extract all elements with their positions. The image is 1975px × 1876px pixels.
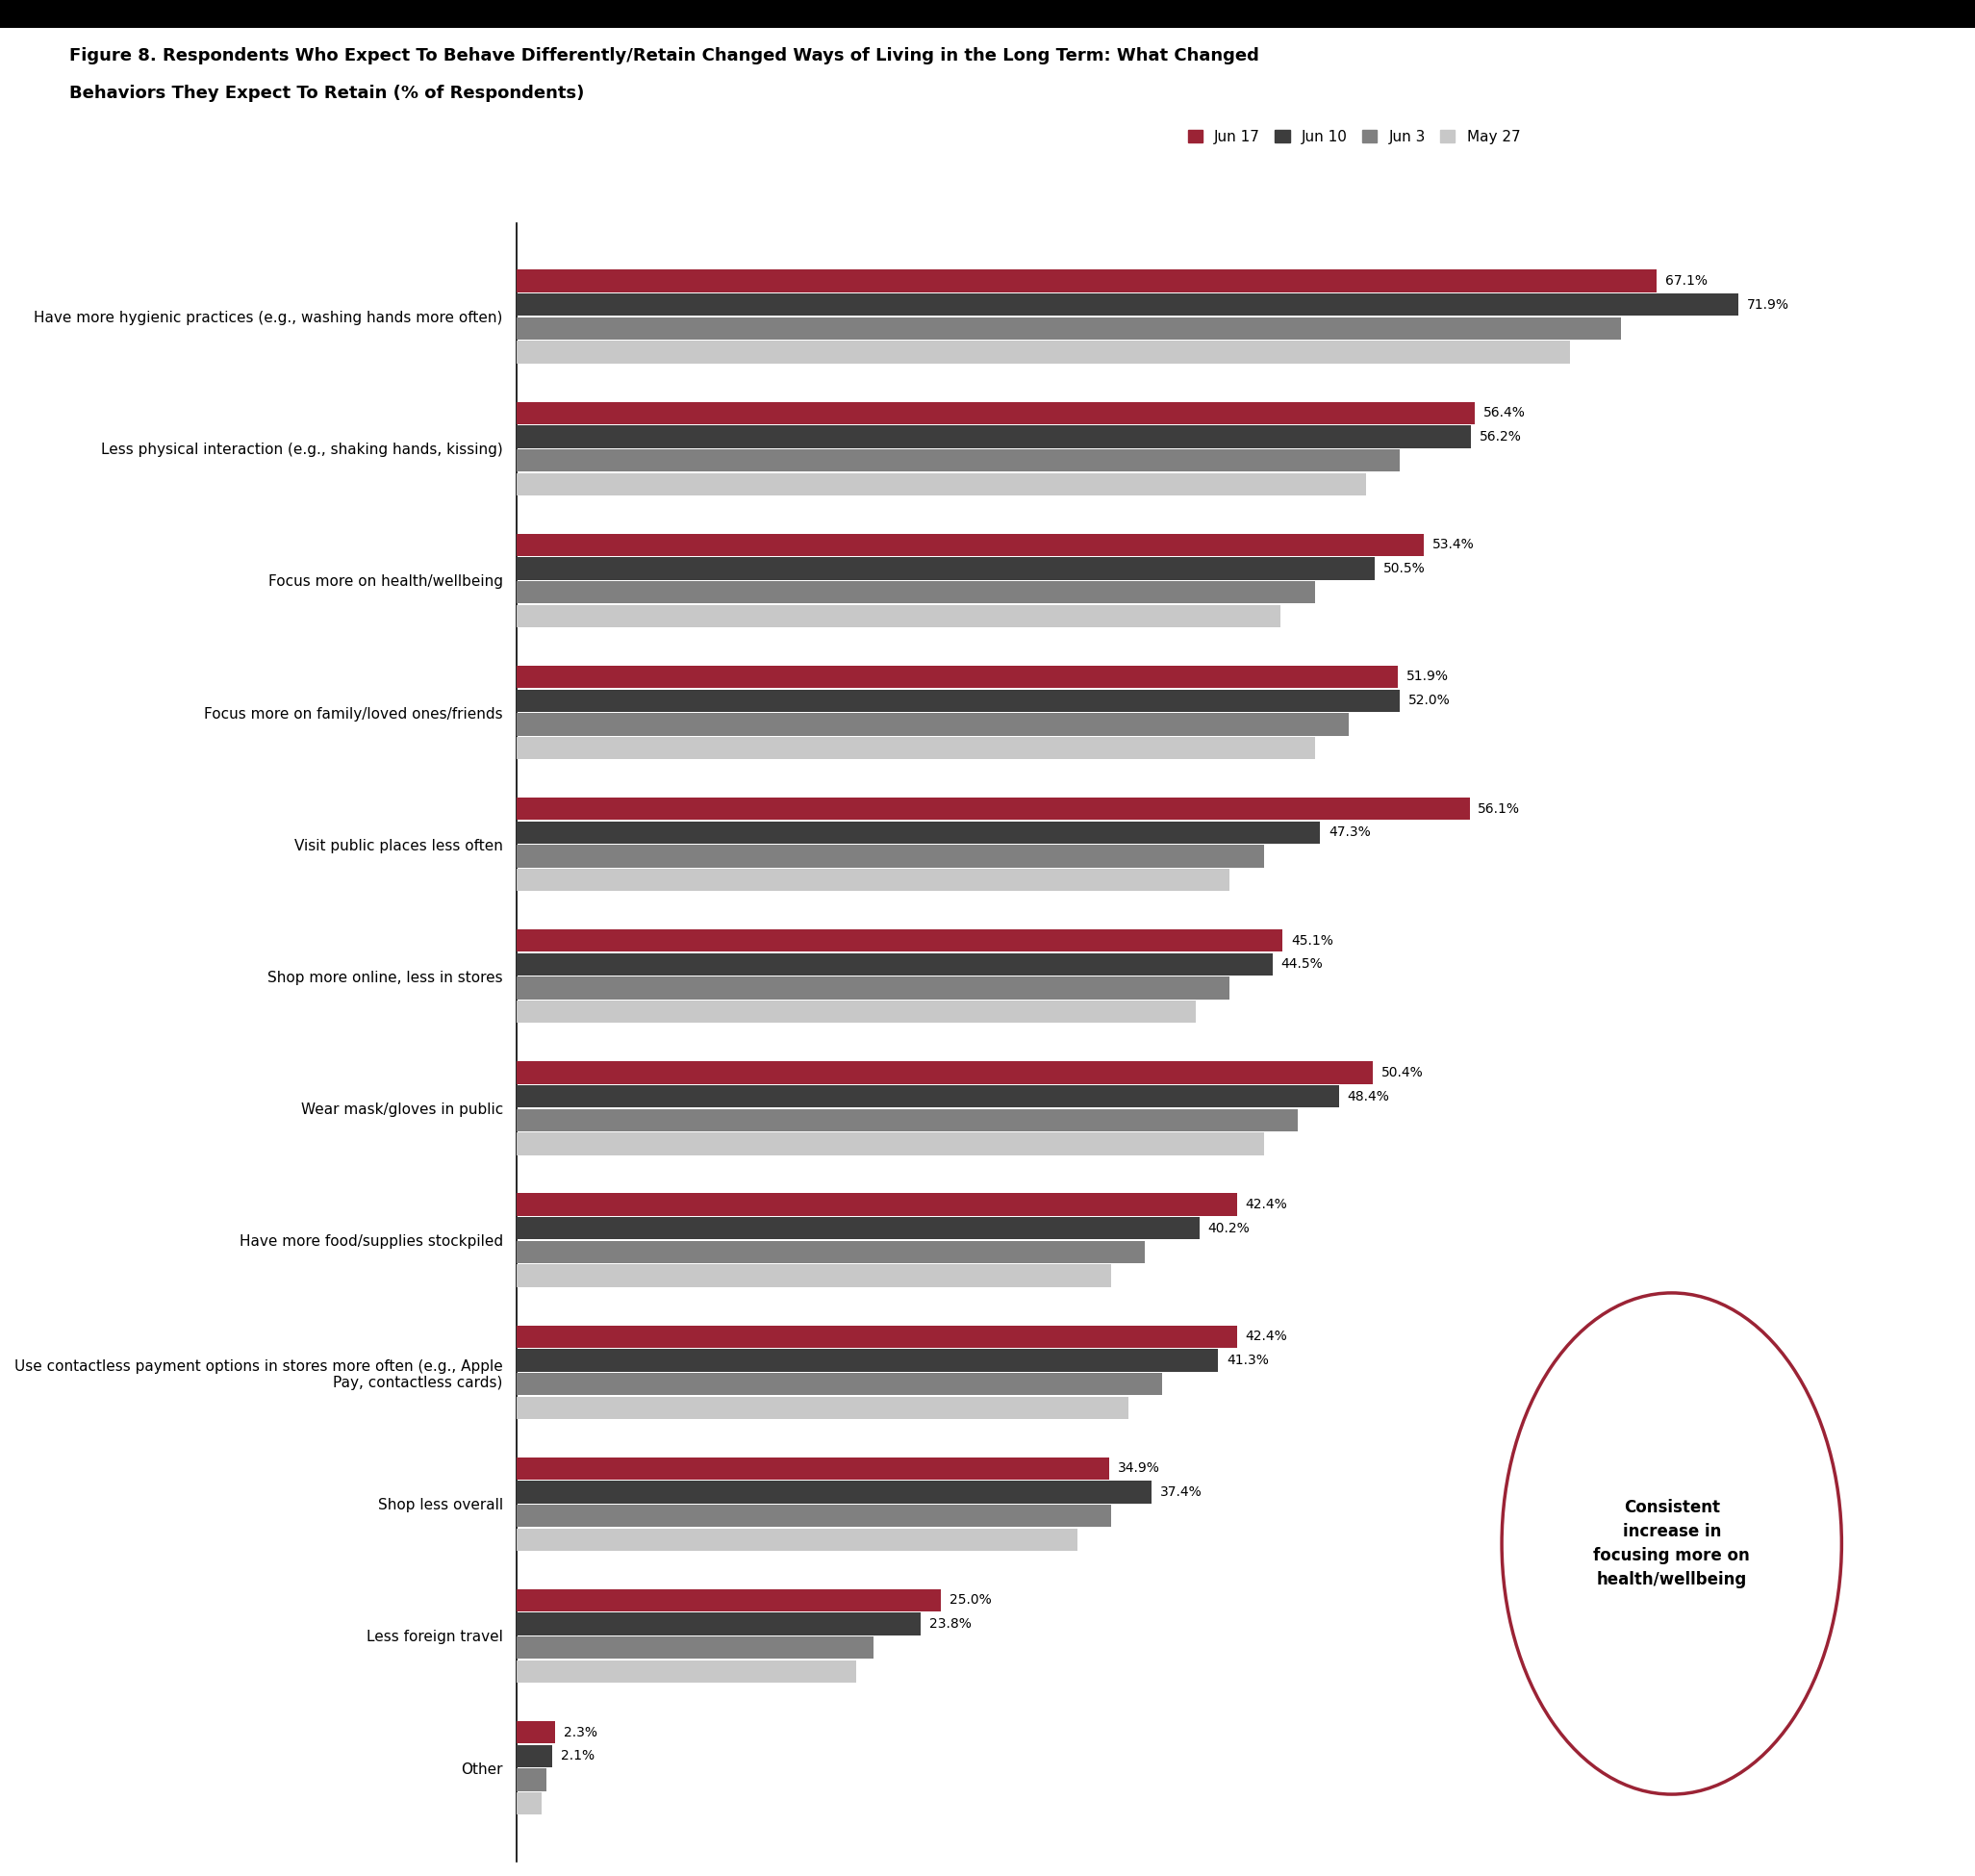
Bar: [515, 473, 1367, 495]
Bar: [515, 1349, 1219, 1371]
Bar: [515, 1396, 1128, 1418]
Text: 2.3%: 2.3%: [563, 1726, 598, 1739]
Bar: [515, 270, 1657, 293]
Bar: [515, 341, 1570, 364]
Bar: [515, 604, 1282, 627]
Text: 2.1%: 2.1%: [561, 1748, 594, 1763]
Bar: [515, 869, 1230, 891]
Bar: [515, 448, 1400, 471]
Bar: [515, 688, 1400, 711]
Bar: [515, 1792, 541, 1814]
Text: 42.4%: 42.4%: [1244, 1330, 1288, 1343]
Bar: [515, 1480, 1151, 1503]
Bar: [515, 557, 1375, 580]
Text: 51.9%: 51.9%: [1406, 670, 1450, 683]
Bar: [515, 293, 1738, 315]
Text: Consistent
increase in
focusing more on
health/wellbeing: Consistent increase in focusing more on …: [1594, 1499, 1750, 1589]
Text: 41.3%: 41.3%: [1226, 1353, 1268, 1368]
Bar: [515, 1769, 547, 1792]
Text: 48.4%: 48.4%: [1347, 1090, 1388, 1103]
Bar: [515, 844, 1264, 867]
Text: 45.1%: 45.1%: [1292, 934, 1333, 947]
Text: 44.5%: 44.5%: [1282, 957, 1323, 972]
Bar: [515, 1133, 1264, 1156]
Bar: [515, 1458, 1110, 1480]
Bar: [515, 1373, 1161, 1396]
Text: 52.0%: 52.0%: [1408, 694, 1450, 707]
Text: 56.2%: 56.2%: [1479, 430, 1523, 443]
Text: 47.3%: 47.3%: [1329, 825, 1371, 839]
Text: Behaviors They Expect To Retain (% of Respondents): Behaviors They Expect To Retain (% of Re…: [69, 84, 585, 101]
Text: 56.1%: 56.1%: [1477, 801, 1521, 816]
Bar: [515, 1660, 855, 1683]
Bar: [515, 426, 1471, 448]
Bar: [515, 1000, 1197, 1022]
Bar: [515, 797, 1469, 820]
Text: 25.0%: 25.0%: [950, 1593, 991, 1608]
Bar: [515, 953, 1272, 976]
Bar: [515, 533, 1424, 555]
Text: 56.4%: 56.4%: [1483, 407, 1525, 420]
Bar: [515, 822, 1319, 844]
Bar: [515, 1529, 1076, 1551]
Text: 71.9%: 71.9%: [1746, 298, 1789, 311]
Text: 34.9%: 34.9%: [1118, 1461, 1159, 1475]
Bar: [515, 401, 1475, 424]
Bar: [515, 713, 1349, 735]
Bar: [515, 666, 1398, 688]
Text: 53.4%: 53.4%: [1432, 538, 1473, 552]
Text: Figure 8. Respondents Who Expect To Behave Differently/Retain Changed Ways of Li: Figure 8. Respondents Who Expect To Beha…: [69, 47, 1258, 64]
Bar: [515, 317, 1621, 340]
Bar: [515, 1193, 1236, 1216]
Bar: [515, 582, 1315, 604]
Bar: [515, 1084, 1339, 1107]
Bar: [515, 1720, 555, 1743]
Bar: [515, 1589, 940, 1611]
Bar: [515, 1240, 1145, 1263]
Bar: [515, 1109, 1298, 1131]
Text: 50.4%: 50.4%: [1381, 1066, 1424, 1079]
Text: 67.1%: 67.1%: [1665, 274, 1706, 287]
Bar: [515, 1636, 873, 1658]
Bar: [515, 1613, 920, 1636]
Bar: [515, 1218, 1199, 1240]
Text: 50.5%: 50.5%: [1382, 561, 1424, 576]
Bar: [515, 1324, 1236, 1347]
Text: 37.4%: 37.4%: [1159, 1486, 1203, 1499]
Bar: [515, 1505, 1112, 1527]
Bar: [515, 1264, 1112, 1287]
Legend: Jun 17, Jun 10, Jun 3, May 27: Jun 17, Jun 10, Jun 3, May 27: [1181, 124, 1527, 150]
Bar: [515, 929, 1282, 951]
Text: 23.8%: 23.8%: [928, 1617, 972, 1630]
Bar: [515, 1062, 1373, 1084]
Bar: [515, 737, 1315, 760]
Bar: [515, 977, 1230, 1000]
Text: 40.2%: 40.2%: [1209, 1221, 1250, 1234]
Bar: [515, 1745, 551, 1767]
Text: 42.4%: 42.4%: [1244, 1197, 1288, 1212]
